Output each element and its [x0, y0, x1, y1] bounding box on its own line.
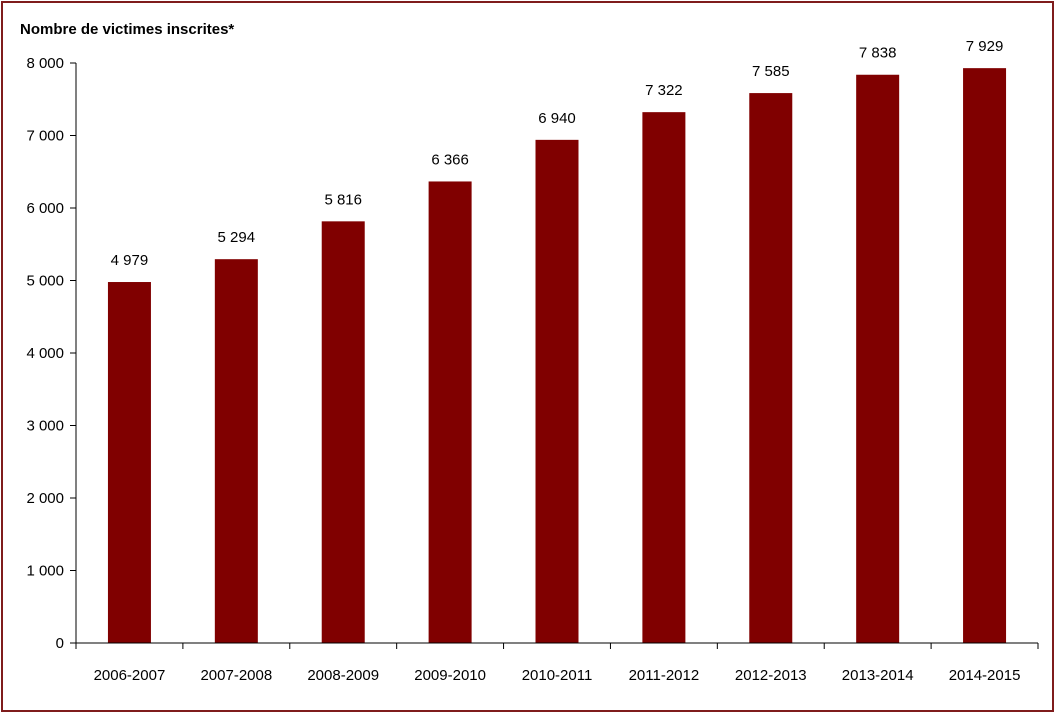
x-category-label: 2009-2010: [414, 667, 486, 684]
y-tick-label: 4 000: [26, 345, 64, 362]
bar-value-label: 7 585: [752, 63, 790, 80]
bar: [214, 259, 258, 643]
x-category-label: 2012-2013: [735, 667, 807, 684]
bars-group: 4 979 5 294 5 816 6 366 6 940 7 322 7 585 7 838…: [107, 38, 1007, 644]
bar: [856, 74, 900, 644]
bar: [749, 93, 793, 643]
y-tick-label: 2 000: [26, 490, 64, 507]
y-tick-label: 1 000: [26, 563, 64, 580]
bar-value-label: 7 838: [859, 45, 897, 62]
bar-value-label: 5 294: [218, 229, 256, 246]
x-category-label: 2007-2008: [200, 667, 272, 684]
bar-value-label: 6 366: [431, 151, 469, 168]
x-category-label: 2013-2014: [842, 667, 914, 684]
y-tick-label: 0: [56, 635, 64, 652]
x-category-label: 2006-2007: [94, 667, 166, 684]
bar: [535, 139, 579, 643]
y-tick-label: 8 000: [26, 55, 64, 72]
bar: [107, 282, 151, 643]
bar: [963, 68, 1007, 643]
x-category-label: 2008-2009: [307, 667, 379, 684]
bar-value-label: 5 816: [324, 191, 362, 208]
axes-group: 0 1 000 2 000 3 000 4 000 5 000 6 000 7 000 8 00…: [26, 55, 1039, 684]
bar-value-label: 7 929: [966, 38, 1004, 55]
bar-value-label: 6 940: [538, 110, 576, 127]
bar: [642, 112, 686, 643]
bar: [428, 181, 472, 643]
bar-value-label: 7 322: [645, 82, 683, 99]
y-tick-label: 6 000: [26, 200, 64, 217]
x-category-label: 2014-2015: [949, 667, 1021, 684]
y-tick-label: 5 000: [26, 273, 64, 290]
y-axis-label: Nombre de victimes inscrites*: [20, 21, 234, 38]
bar-value-label: 4 979: [111, 252, 149, 269]
x-category-label: 2010-2011: [522, 667, 593, 684]
y-tick-label: 7 000: [26, 128, 64, 145]
bar: [321, 221, 365, 643]
y-tick-label: 3 000: [26, 418, 64, 435]
x-category-label: 2011-2012: [629, 667, 700, 684]
